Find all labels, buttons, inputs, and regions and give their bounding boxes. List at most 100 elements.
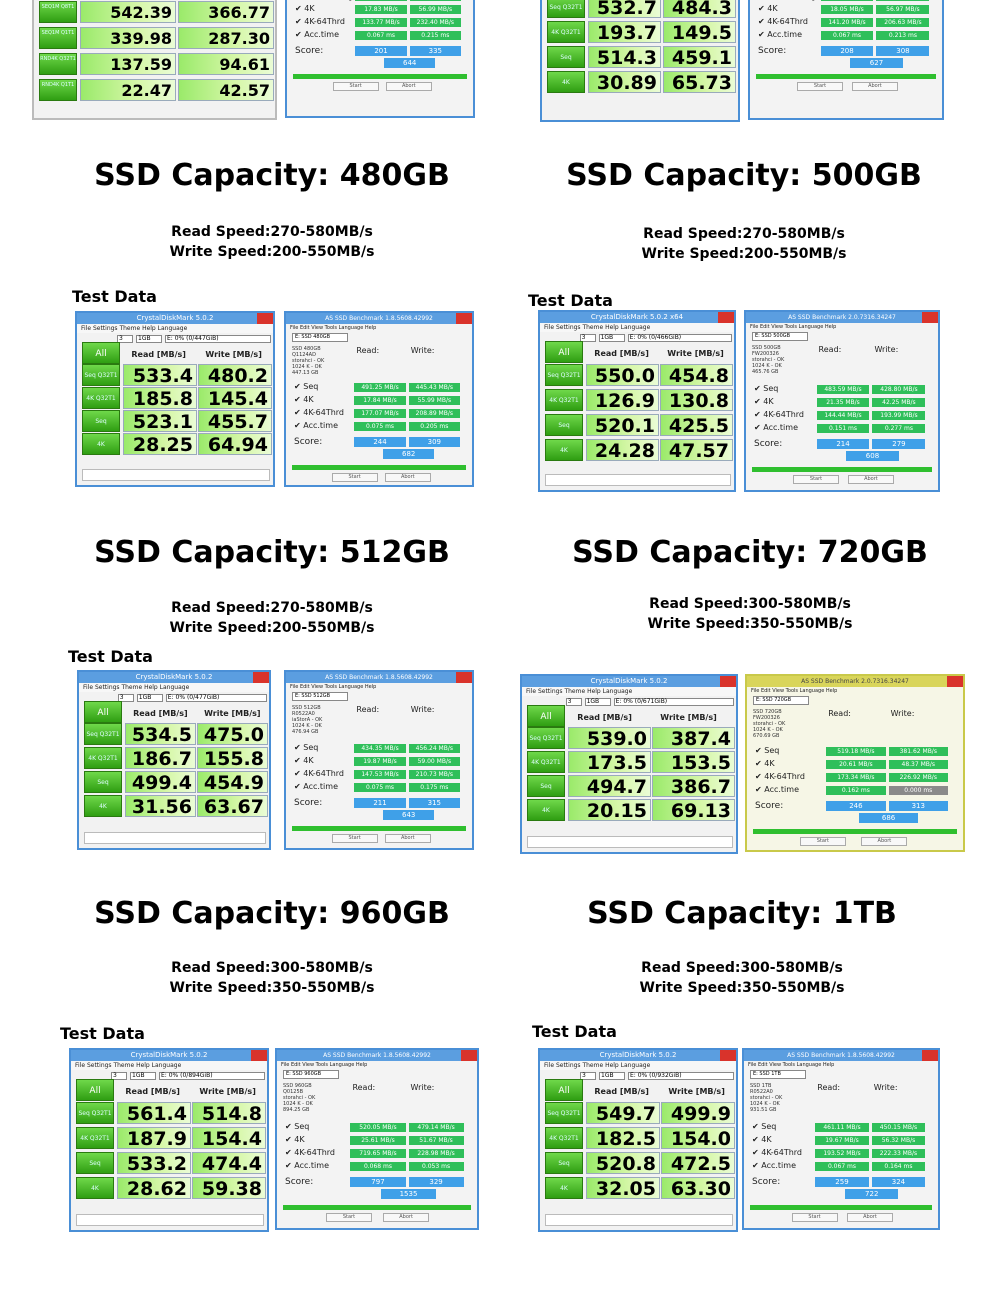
start-button[interactable]: Start — [331, 473, 378, 483]
start-button[interactable]: Start — [793, 474, 840, 484]
close-icon[interactable] — [922, 1050, 938, 1061]
test-checkbox[interactable]: ✔ 4K-64Thrd — [758, 17, 808, 26]
test-button[interactable]: 4K Q32T1 — [76, 1126, 114, 1149]
menu-bar[interactable]: File Edit View Tools Language Help — [287, 0, 473, 4]
count-select[interactable]: 3 — [117, 335, 133, 343]
test-checkbox[interactable]: ✔ 4K-64Thrd — [752, 1147, 802, 1157]
close-icon[interactable] — [456, 672, 472, 683]
test-button[interactable]: Seq Q32T1 — [545, 363, 583, 386]
all-button[interactable]: All — [545, 341, 583, 363]
test-button[interactable]: 4K — [547, 71, 585, 93]
test-checkbox[interactable]: ✔ 4K-64Thrd — [295, 17, 345, 26]
drive-select[interactable]: E: SSD 720GB — [753, 696, 809, 705]
abort-button[interactable]: Abort — [861, 837, 908, 847]
test-checkbox[interactable]: ✔ 4K — [758, 4, 778, 13]
test-button[interactable]: Seq — [527, 775, 565, 797]
drive-select[interactable]: E: SSD 500GB — [752, 332, 808, 341]
test-checkbox[interactable]: ✔ 4K — [755, 759, 775, 769]
start-button[interactable]: Start — [799, 837, 846, 847]
menu-bar[interactable]: File Settings Theme Help Language — [77, 324, 273, 333]
abort-button[interactable]: Abort — [384, 834, 431, 843]
test-checkbox[interactable]: ✔ Acc.time — [285, 1160, 329, 1170]
drive-select[interactable]: E: 0% (0/466GiB) — [627, 334, 732, 342]
drive-select[interactable]: E: 0% (0/894GiB) — [159, 1072, 265, 1080]
close-icon[interactable] — [251, 1050, 267, 1061]
menu-bar[interactable]: File Edit View Tools Language Help — [281, 1062, 368, 1068]
comment-field[interactable] — [84, 832, 266, 844]
test-button[interactable]: RND4K Q32T1 — [39, 53, 77, 75]
all-button[interactable]: All — [545, 1079, 583, 1101]
menu-bar[interactable]: File Edit View Tools Language Help — [748, 1062, 835, 1068]
count-select[interactable]: 3 — [579, 334, 596, 342]
comment-field[interactable] — [545, 1214, 733, 1226]
test-button[interactable]: 4K — [76, 1176, 114, 1199]
test-checkbox[interactable]: ✔ 4K — [754, 396, 774, 406]
test-button[interactable]: Seq — [545, 1151, 583, 1174]
abort-button[interactable]: Abort — [385, 82, 432, 91]
drive-select[interactable]: E: 0% (0/447GiB) — [165, 335, 271, 343]
abort-button[interactable]: Abort — [384, 473, 431, 483]
test-button[interactable]: 4K — [545, 438, 583, 461]
start-button[interactable]: Start — [791, 1212, 838, 1222]
close-icon[interactable] — [257, 313, 273, 324]
test-checkbox[interactable]: ✔ 4K-64Thrd — [755, 772, 805, 782]
test-checkbox[interactable]: ✔ 4K-64Thrd — [294, 769, 344, 778]
size-select[interactable]: 1GB — [136, 335, 162, 343]
test-checkbox[interactable]: ✔ Seq — [754, 383, 779, 393]
menu-bar[interactable]: File Settings Theme Help Language — [79, 683, 269, 692]
test-button[interactable]: SEQ1M Q1T1 — [39, 27, 77, 49]
abort-button[interactable]: Abort — [383, 1212, 430, 1222]
test-button[interactable]: 4K — [545, 1176, 583, 1199]
test-checkbox[interactable]: ✔ Acc.time — [294, 782, 338, 791]
test-button[interactable]: Seq Q32T1 — [527, 727, 565, 749]
test-button[interactable]: 4K Q32T1 — [545, 1126, 583, 1149]
test-button[interactable]: 4K Q32T1 — [545, 388, 583, 411]
test-button[interactable]: Seq Q32T1 — [84, 723, 122, 745]
drive-select[interactable]: E: SSD 960GB — [283, 1070, 339, 1079]
test-checkbox[interactable]: ✔ 4K — [752, 1134, 772, 1144]
test-button[interactable]: SEQ1M Q8T1 — [39, 1, 77, 23]
drive-select[interactable]: E: 0% (0/477GiB) — [165, 694, 267, 702]
test-checkbox[interactable]: ✔ Seq — [285, 1121, 310, 1131]
close-icon[interactable] — [947, 676, 963, 687]
close-icon[interactable] — [253, 672, 269, 683]
size-select[interactable]: 1GB — [136, 694, 163, 702]
menu-bar[interactable]: File Settings Theme Help Language — [522, 687, 736, 696]
close-icon[interactable] — [720, 676, 736, 687]
close-icon[interactable] — [461, 1050, 477, 1061]
test-button[interactable]: Seq Q32T1 — [76, 1101, 114, 1124]
test-button[interactable]: Seq Q32T1 — [547, 0, 585, 18]
test-button[interactable]: 4K — [82, 432, 120, 455]
comment-field[interactable] — [82, 469, 270, 481]
test-checkbox[interactable]: ✔ Acc.time — [295, 30, 339, 39]
test-checkbox[interactable]: ✔ Seq — [752, 1121, 777, 1131]
close-icon[interactable] — [718, 312, 734, 323]
drive-select[interactable]: E: 0% (0/671GiB) — [613, 698, 734, 706]
test-checkbox[interactable]: ✔ Seq — [294, 382, 319, 392]
test-button[interactable]: Seq Q32T1 — [545, 1101, 583, 1124]
close-icon[interactable] — [720, 1050, 736, 1061]
size-select[interactable]: 1GB — [598, 334, 625, 342]
menu-bar[interactable]: File Edit View Tools Language Help — [290, 684, 377, 690]
menu-bar[interactable]: File Edit View Tools Language Help — [750, 0, 942, 4]
test-button[interactable]: RND4K Q1T1 — [39, 79, 77, 101]
abort-button[interactable]: Abort — [851, 82, 898, 91]
count-select[interactable]: 3 — [117, 694, 134, 702]
menu-bar[interactable]: File Edit View Tools Language Help — [751, 688, 838, 694]
test-checkbox[interactable]: ✔ Seq — [755, 746, 780, 756]
menu-bar[interactable]: File Edit View Tools Language Help — [290, 325, 377, 331]
start-button[interactable]: Start — [325, 1212, 372, 1222]
menu-bar[interactable]: File Settings Theme Help Language — [540, 1061, 736, 1070]
start-button[interactable]: Start — [332, 82, 379, 91]
test-button[interactable]: 4K Q32T1 — [547, 21, 585, 43]
size-select[interactable]: 1GB — [130, 1072, 156, 1080]
test-button[interactable]: 4K — [84, 795, 122, 817]
test-checkbox[interactable]: ✔ Acc.time — [755, 785, 799, 795]
size-select[interactable]: 1GB — [599, 1072, 625, 1080]
test-checkbox[interactable]: ✔ 4K — [294, 756, 314, 765]
test-checkbox[interactable]: ✔ 4K — [294, 395, 314, 405]
test-button[interactable]: 4K Q32T1 — [82, 386, 120, 409]
test-checkbox[interactable]: ✔ Acc.time — [752, 1160, 796, 1170]
test-checkbox[interactable]: ✔ 4K — [295, 4, 315, 13]
test-button[interactable]: Seq — [76, 1151, 114, 1174]
